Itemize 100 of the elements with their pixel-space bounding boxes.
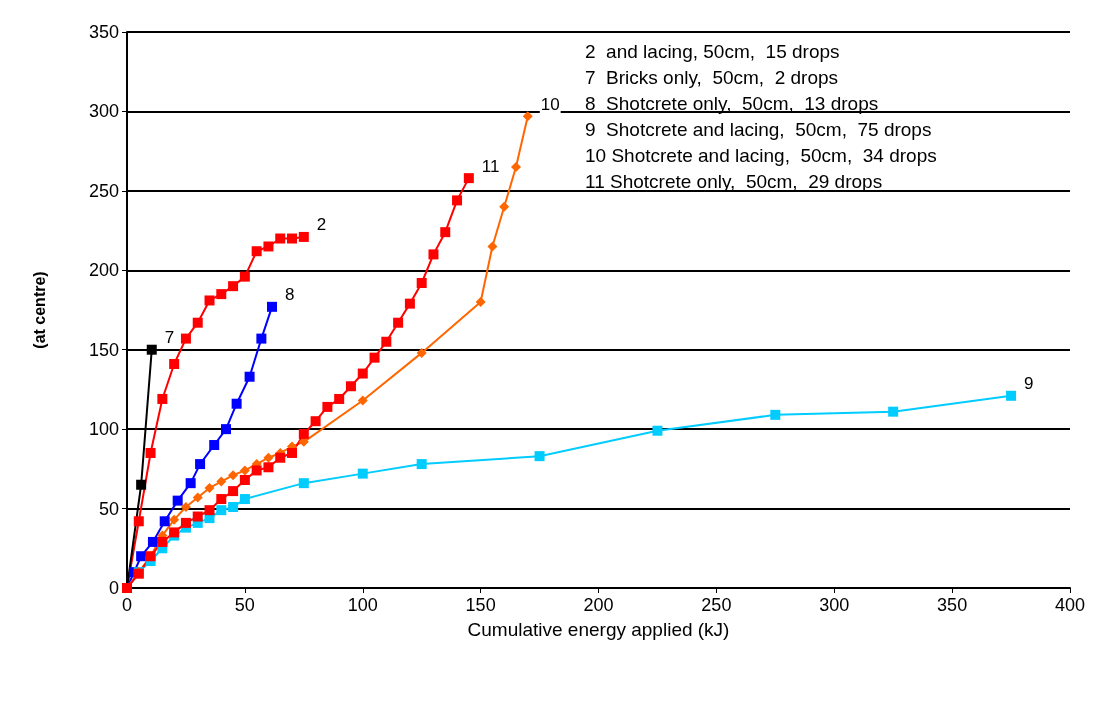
point — [228, 281, 239, 292]
point — [147, 536, 158, 547]
point — [209, 440, 220, 451]
x-tick-label: 150 — [465, 595, 496, 615]
point — [195, 459, 206, 470]
point — [159, 516, 170, 527]
point — [228, 470, 239, 481]
point — [172, 495, 183, 506]
point — [180, 517, 191, 528]
point — [192, 492, 203, 503]
y-tick-label: 300 — [88, 101, 119, 122]
series-label: 8 — [284, 285, 295, 305]
x-axis-title: Cumulative energy applied (kJ) — [467, 619, 730, 640]
point — [263, 452, 274, 463]
point — [287, 233, 298, 244]
point — [180, 501, 191, 512]
point — [534, 451, 545, 462]
y-tick-label: 350 — [88, 22, 119, 42]
y-axis-title: (at centre) — [30, 271, 48, 349]
point — [228, 486, 239, 497]
point — [275, 233, 286, 244]
x-tick-label: 400 — [1054, 595, 1086, 615]
point — [298, 231, 309, 242]
y-tick-label: 50 — [98, 498, 119, 519]
point — [310, 416, 321, 427]
point — [204, 295, 215, 306]
point — [145, 447, 156, 458]
point — [251, 465, 262, 476]
point — [192, 511, 203, 522]
point — [221, 424, 232, 435]
series-label: 7 — [164, 328, 175, 348]
annotation: 8 Shotcrete only, 50cm, 13 drops — [585, 93, 879, 114]
x-tick-label: 350 — [937, 595, 968, 615]
x-tick-label: 0 — [121, 595, 133, 615]
series-label: 9 — [1024, 374, 1034, 394]
annotation: 11 Shotcrete only, 50cm, 29 drops — [585, 171, 883, 192]
point — [239, 271, 250, 282]
point — [256, 333, 267, 344]
point — [357, 395, 368, 406]
point — [298, 428, 309, 439]
point — [263, 241, 274, 252]
point — [499, 201, 510, 212]
point — [357, 468, 368, 479]
point — [216, 494, 227, 505]
point — [157, 393, 168, 404]
point — [204, 505, 215, 516]
point — [266, 301, 277, 312]
point — [334, 393, 345, 404]
point — [185, 478, 196, 489]
series-label: 11 — [481, 156, 500, 176]
point — [345, 381, 356, 392]
point — [888, 406, 899, 417]
point — [1006, 390, 1017, 401]
point — [275, 452, 286, 463]
point — [192, 317, 203, 328]
point — [216, 289, 227, 300]
point — [416, 459, 427, 470]
x-tick-label: 100 — [347, 595, 378, 615]
series-label: 10 — [540, 94, 560, 114]
y-tick-label: 100 — [88, 419, 119, 440]
point — [287, 447, 298, 458]
x-tick-label: 250 — [701, 595, 732, 615]
point — [452, 195, 463, 206]
point — [216, 505, 227, 516]
point — [180, 333, 191, 344]
point — [522, 111, 533, 122]
point — [487, 241, 498, 252]
point — [239, 494, 250, 505]
point — [251, 246, 262, 257]
point — [298, 478, 309, 489]
point — [322, 401, 333, 412]
point — [428, 249, 439, 260]
point — [239, 474, 250, 485]
point — [228, 501, 239, 512]
point — [263, 462, 274, 473]
point — [136, 479, 147, 490]
point — [369, 352, 380, 363]
point — [146, 344, 157, 355]
point — [169, 514, 180, 525]
point — [416, 277, 427, 288]
y-tick-label: 250 — [88, 180, 119, 201]
annotation: 10 Shotcrete and lacing, 50cm, 34 drops — [585, 145, 937, 166]
x-tick-label: 50 — [234, 595, 255, 615]
point — [463, 173, 474, 184]
annotation: 7 Bricks only, 50cm, 2 drops — [585, 67, 839, 88]
point — [652, 425, 663, 436]
point — [157, 536, 168, 547]
point — [244, 371, 255, 382]
y-tick-label: 0 — [108, 578, 119, 598]
x-tick-label: 300 — [819, 595, 850, 615]
point — [510, 162, 521, 173]
point — [357, 368, 368, 379]
point — [169, 359, 180, 370]
series-label: 2 — [316, 215, 327, 235]
point — [404, 298, 415, 309]
point — [393, 317, 404, 328]
point — [239, 465, 250, 476]
point — [231, 398, 242, 409]
point — [133, 516, 144, 527]
y-tick-label: 200 — [88, 260, 119, 281]
